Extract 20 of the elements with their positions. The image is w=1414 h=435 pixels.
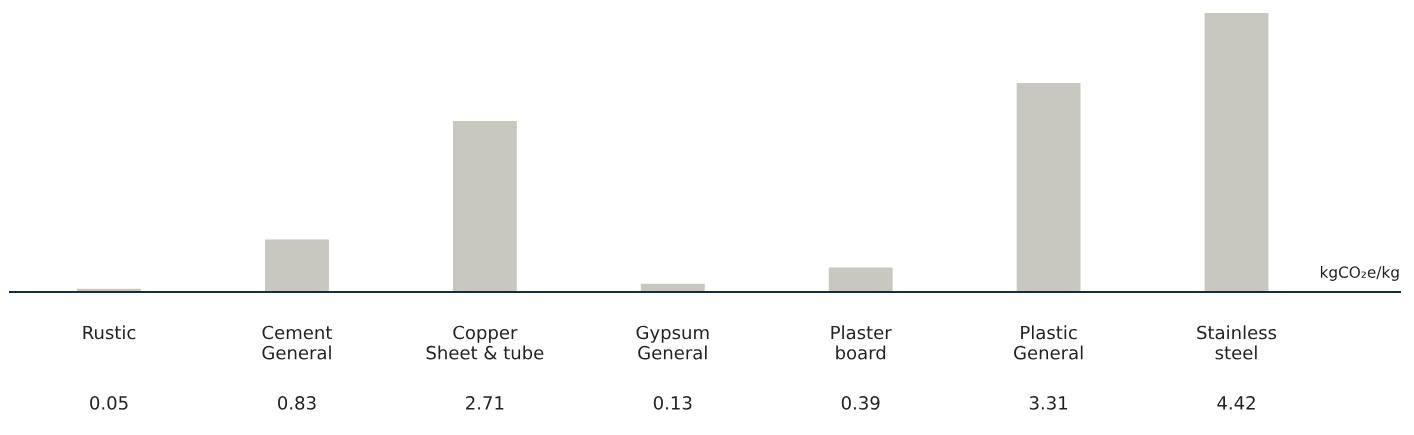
bar xyxy=(452,120,517,292)
x-tick-label: Plastic General xyxy=(1014,325,1083,360)
data-label: 4.42 xyxy=(1217,396,1255,410)
x-tick-label: Gypsum General xyxy=(636,325,709,360)
data-label: 0.05 xyxy=(90,396,128,410)
data-label: 0.39 xyxy=(841,396,880,410)
x-tick-label: Stainless steel xyxy=(1197,325,1277,360)
data-label: 3.31 xyxy=(1029,396,1068,410)
x-tick-label: Rustic xyxy=(83,325,136,340)
bar xyxy=(1016,83,1081,292)
data-label: 0.13 xyxy=(653,396,692,410)
data-label: 2.71 xyxy=(466,396,504,410)
x-tick-label: Cement General xyxy=(262,325,332,360)
bar xyxy=(828,267,893,292)
x-tick-label: Plaster board xyxy=(831,325,892,360)
bar xyxy=(265,239,329,292)
annotation: kgCO₂e/kg xyxy=(1320,266,1399,281)
x-tick-label: Copper Sheet & tube xyxy=(426,325,544,360)
bar xyxy=(1204,13,1269,292)
data-label: 0.83 xyxy=(278,396,316,410)
